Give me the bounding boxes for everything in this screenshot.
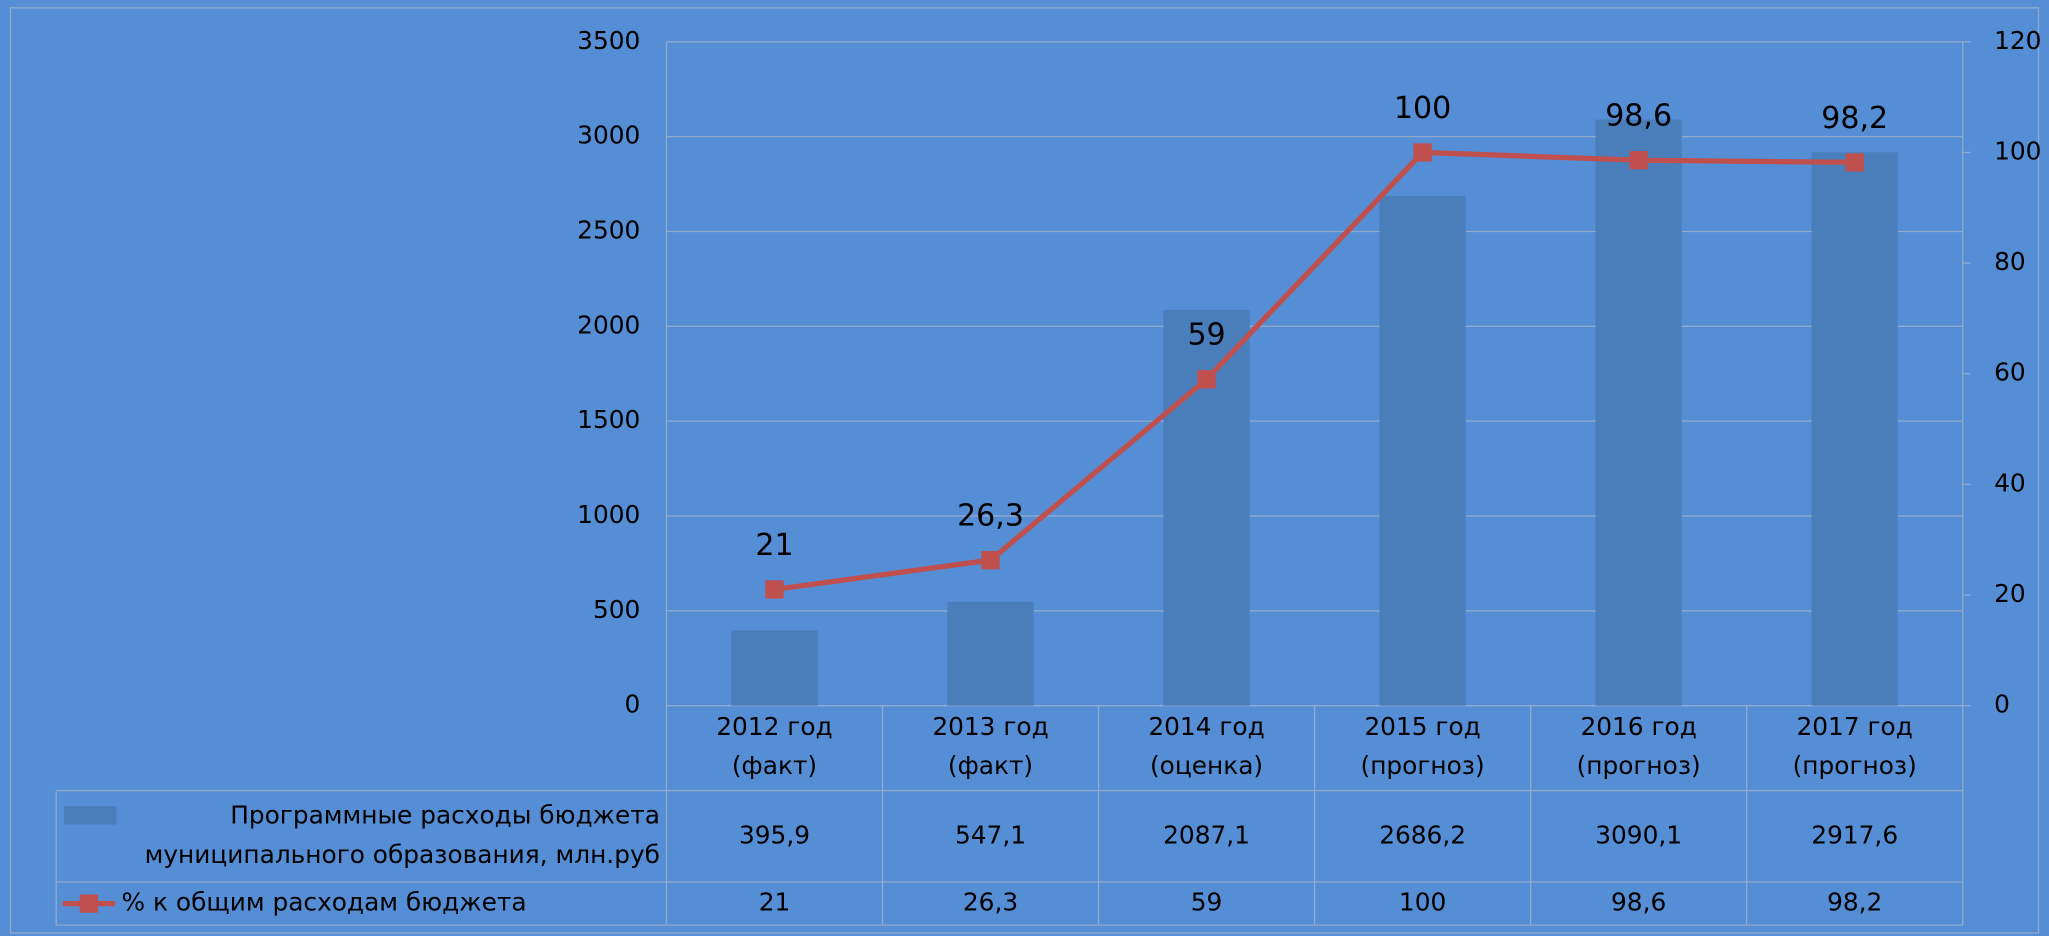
y2-tick-label: 60 — [1994, 358, 2026, 387]
x-tick-label: 2013 год (факт) — [932, 712, 1048, 780]
y2-tick-label: 120 — [1994, 26, 2041, 55]
chart-area — [9, 7, 2040, 934]
bar — [947, 601, 1034, 706]
marker — [981, 550, 1000, 570]
table-cell: 100 — [1399, 888, 1446, 917]
legend-label: % к общим расходам бюджета — [122, 888, 527, 917]
bar — [1379, 196, 1466, 706]
y2-tick-label: 40 — [1994, 468, 2026, 497]
y-tick-label: 500 — [593, 595, 640, 624]
marker — [1629, 151, 1648, 170]
y-tick-label: 3500 — [577, 26, 640, 55]
y-tick-label: 0 — [625, 690, 641, 719]
x-tick-label: 2015 год (прогноз) — [1361, 712, 1485, 780]
data-label: 26,3 — [957, 499, 1024, 534]
table-cell: 547,1 — [955, 820, 1026, 849]
y-tick-label: 1500 — [577, 405, 640, 434]
data-label: 100 — [1394, 91, 1451, 126]
x-tick-label: 2016 год (прогноз) — [1577, 712, 1701, 780]
legend-marker — [79, 894, 99, 913]
bar — [731, 630, 818, 706]
legend-label: Программные расходы бюджета муниципальног… — [145, 801, 660, 869]
x-tick-label: 2012 год (факт) — [716, 712, 832, 780]
y-tick-label: 2000 — [577, 310, 640, 339]
legend-swatch — [64, 806, 117, 825]
x-tick-label: 2014 год (оценка) — [1148, 712, 1264, 780]
data-label: 98,6 — [1605, 99, 1672, 134]
y2-tick-label: 0 — [1994, 690, 2010, 719]
y2-tick-label: 80 — [1994, 247, 2026, 276]
marker — [1197, 370, 1216, 389]
y2-tick-label: 20 — [1994, 579, 2026, 608]
marker — [1413, 143, 1432, 162]
table-cell: 59 — [1191, 888, 1223, 917]
table-cell: 21 — [759, 888, 791, 917]
x-tick-label: 2017 год (прогноз) — [1793, 712, 1917, 780]
data-label: 59 — [1187, 318, 1225, 353]
y-tick-label: 3000 — [577, 121, 640, 150]
marker — [765, 580, 784, 599]
data-label: 98,2 — [1821, 101, 1888, 136]
table-cell: 98,2 — [1827, 888, 1882, 917]
y-tick-label: 2500 — [577, 215, 640, 244]
data-label: 21 — [755, 528, 793, 563]
table-cell: 26,3 — [963, 888, 1018, 917]
table-cell: 98,6 — [1611, 888, 1666, 917]
marker — [1845, 153, 1864, 172]
line — [774, 149, 1855, 593]
bar — [1163, 309, 1250, 706]
table-cell: 2087,1 — [1163, 820, 1250, 849]
bar — [1811, 152, 1898, 706]
table-cell: 395,9 — [739, 820, 810, 849]
bar — [1595, 119, 1682, 706]
table-cell: 2917,6 — [1811, 820, 1898, 849]
table-cell: 2686,2 — [1379, 820, 1466, 849]
y2-tick-label: 100 — [1994, 136, 2041, 165]
table-cell: 3090,1 — [1595, 820, 1682, 849]
y-tick-label: 1000 — [577, 500, 640, 529]
